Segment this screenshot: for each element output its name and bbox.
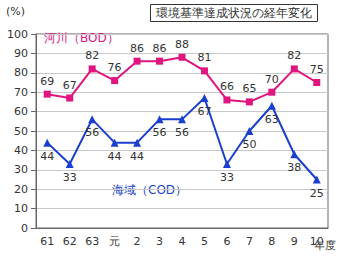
svg-text:8: 8 (268, 235, 275, 248)
svg-text:100: 100 (7, 28, 28, 41)
svg-text:82: 82 (287, 49, 301, 62)
svg-text:75: 75 (310, 63, 324, 76)
svg-text:44: 44 (40, 150, 54, 163)
svg-text:88: 88 (175, 38, 189, 51)
svg-text:86: 86 (153, 42, 167, 55)
svg-text:62: 62 (63, 235, 77, 248)
svg-text:44: 44 (130, 150, 144, 163)
svg-text:65: 65 (242, 82, 256, 95)
svg-text:56: 56 (85, 126, 99, 139)
svg-text:63: 63 (265, 113, 279, 126)
svg-text:0: 0 (21, 222, 28, 235)
svg-text:81: 81 (197, 51, 211, 64)
svg-text:67: 67 (63, 79, 77, 92)
svg-text:67: 67 (197, 105, 211, 118)
svg-text:66: 66 (220, 80, 234, 93)
svg-text:7: 7 (246, 235, 253, 248)
svg-text:6: 6 (223, 235, 230, 248)
svg-text:3: 3 (156, 235, 163, 248)
svg-text:9: 9 (291, 235, 298, 248)
svg-text:33: 33 (63, 171, 77, 184)
svg-text:56: 56 (175, 126, 189, 139)
svg-text:50: 50 (242, 138, 256, 151)
svg-text:(%): (%) (6, 5, 25, 18)
svg-text:70: 70 (265, 73, 279, 86)
svg-text:5: 5 (201, 235, 208, 248)
svg-text:25: 25 (310, 187, 324, 200)
svg-text:61: 61 (40, 235, 54, 248)
svg-text:河川（BOD）: 河川（BOD） (44, 31, 119, 45)
svg-text:44: 44 (108, 150, 122, 163)
svg-text:年度: 年度 (314, 239, 336, 252)
svg-text:86: 86 (130, 42, 144, 55)
svg-text:海域（COD）: 海域（COD） (112, 183, 188, 197)
svg-text:30: 30 (14, 163, 28, 176)
svg-text:40: 40 (14, 144, 28, 157)
svg-text:10: 10 (14, 202, 28, 215)
svg-text:80: 80 (14, 66, 28, 79)
svg-text:82: 82 (85, 49, 99, 62)
svg-text:33: 33 (220, 171, 234, 184)
svg-text:10: 10 (310, 235, 324, 248)
svg-text:環境基準達成状況の経年変化: 環境基準達成状況の経年変化 (156, 6, 312, 20)
svg-text:76: 76 (108, 61, 122, 74)
svg-text:56: 56 (153, 126, 167, 139)
svg-text:70: 70 (14, 86, 28, 99)
svg-text:4: 4 (179, 235, 186, 248)
svg-text:63: 63 (85, 235, 99, 248)
svg-text:元: 元 (109, 235, 120, 248)
svg-text:38: 38 (287, 161, 301, 174)
svg-text:20: 20 (14, 183, 28, 196)
svg-text:60: 60 (14, 105, 28, 118)
svg-text:69: 69 (40, 75, 54, 88)
svg-text:90: 90 (14, 47, 28, 60)
svg-text:2: 2 (134, 235, 141, 248)
svg-text:50: 50 (14, 125, 28, 138)
